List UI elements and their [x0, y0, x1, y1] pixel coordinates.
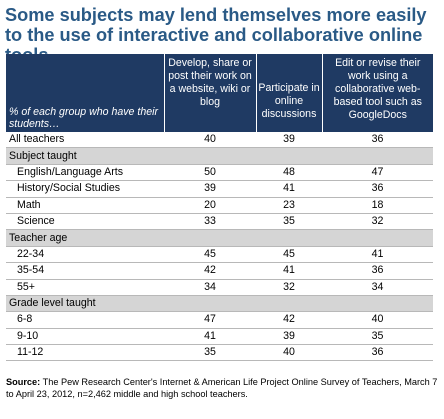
column-header: Develop, share or post their work on a w… — [163, 54, 256, 132]
value-cell: 18 — [322, 197, 433, 214]
table-row: History/Social Studies 39 41 36 — [6, 180, 433, 198]
value-cell: 40 — [164, 132, 256, 149]
row-label: Math — [6, 197, 164, 214]
row-label: 35-54 — [6, 262, 164, 280]
source-note: Source: The Pew Research Center's Intern… — [6, 376, 438, 400]
column-header-text: Develop, share or post their work on a w… — [168, 57, 252, 108]
row-label: 11-12 — [6, 344, 164, 362]
row-label: English/Language Arts — [6, 164, 164, 182]
value-cell: 48 — [256, 164, 322, 182]
value-cell: 42 — [256, 311, 322, 329]
value-cell: 40 — [256, 344, 322, 362]
value-cell: 36 — [322, 262, 433, 280]
row-label: 22-34 — [6, 246, 164, 264]
value-cell: 33 — [164, 213, 256, 231]
source-label: Source: — [6, 377, 41, 387]
value-cell: 32 — [256, 279, 322, 296]
value-cell: 39 — [256, 328, 322, 346]
source-text: The Pew Research Center's Internet & Ame… — [6, 377, 438, 399]
table-row: English/Language Arts 50 48 47 — [6, 164, 433, 182]
table-row: All teachers 40 39 36 — [6, 132, 433, 149]
value-cell: 35 — [322, 328, 433, 346]
row-label: Science — [6, 213, 164, 231]
table-row: 55+ 34 32 34 — [6, 279, 433, 296]
value-cell: 47 — [322, 164, 433, 182]
value-cell: 23 — [256, 197, 322, 214]
table-row: 22-34 45 45 41 — [6, 246, 433, 264]
section-header-row: Grade level taught — [6, 295, 433, 313]
column-header-text: Participate in online discussions — [258, 82, 320, 120]
value-cell: 39 — [256, 132, 322, 149]
value-cell: 41 — [256, 262, 322, 280]
data-table: % of each group who have their students…… — [6, 54, 433, 362]
value-cell: 45 — [164, 246, 256, 264]
value-cell: 47 — [164, 311, 256, 329]
value-cell: 36 — [322, 344, 433, 362]
section-header: Teacher age — [6, 229, 433, 247]
table-row: 9-10 41 39 35 — [6, 328, 433, 346]
value-cell: 35 — [256, 213, 322, 231]
section-header: Grade level taught — [6, 295, 433, 313]
value-cell: 34 — [164, 279, 256, 296]
value-cell: 42 — [164, 262, 256, 280]
value-cell: 41 — [164, 328, 256, 346]
table-row: 6-8 47 42 40 — [6, 311, 433, 329]
column-header-text: Edit or revise their work using a collab… — [333, 57, 422, 121]
row-label: 6-8 — [6, 311, 164, 329]
table-row: 11-12 35 40 36 — [6, 344, 433, 362]
value-cell: 40 — [322, 311, 433, 329]
column-header: Edit or revise their work using a collab… — [321, 54, 433, 132]
value-cell: 50 — [164, 164, 256, 182]
table-body: All teachers 40 39 36 Subject taught English/… — [6, 132, 433, 362]
value-cell: 41 — [322, 246, 433, 264]
column-header: Participate in online discussions — [255, 54, 322, 132]
value-cell: 39 — [164, 180, 256, 198]
value-cell: 36 — [322, 180, 433, 198]
row-label: 9-10 — [6, 328, 164, 346]
value-cell: 35 — [164, 344, 256, 362]
row-label: 55+ — [6, 279, 164, 296]
value-cell: 20 — [164, 197, 256, 214]
table-row: 35-54 42 41 36 — [6, 262, 433, 280]
section-header: Subject taught — [6, 147, 433, 165]
row-header-label: % of each group who have their students… — [6, 54, 164, 132]
value-cell: 36 — [322, 132, 433, 149]
row-label: History/Social Studies — [6, 180, 164, 198]
section-header-row: Teacher age — [6, 229, 433, 247]
header-row: % of each group who have their students…… — [6, 54, 433, 132]
value-cell: 32 — [322, 213, 433, 231]
table-row: Math 20 23 18 — [6, 197, 433, 214]
value-cell: 41 — [256, 180, 322, 198]
value-cell: 34 — [322, 279, 433, 296]
value-cell: 45 — [256, 246, 322, 264]
table-row: Science 33 35 32 — [6, 213, 433, 231]
section-header-row: Subject taught — [6, 147, 433, 165]
row-label: All teachers — [6, 132, 164, 149]
